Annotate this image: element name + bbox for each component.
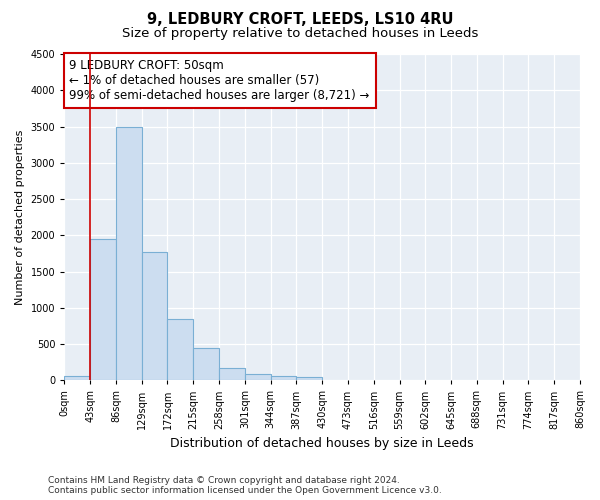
- Text: 9 LEDBURY CROFT: 50sqm
← 1% of detached houses are smaller (57)
99% of semi-deta: 9 LEDBURY CROFT: 50sqm ← 1% of detached …: [70, 59, 370, 102]
- Bar: [193, 348, 219, 380]
- Bar: [219, 368, 245, 380]
- Bar: [296, 376, 322, 380]
- Bar: [142, 252, 167, 380]
- Bar: [116, 126, 142, 380]
- Bar: [245, 374, 271, 380]
- Text: 9, LEDBURY CROFT, LEEDS, LS10 4RU: 9, LEDBURY CROFT, LEEDS, LS10 4RU: [147, 12, 453, 28]
- Text: Contains HM Land Registry data © Crown copyright and database right 2024.
Contai: Contains HM Land Registry data © Crown c…: [48, 476, 442, 495]
- Bar: [271, 376, 296, 380]
- X-axis label: Distribution of detached houses by size in Leeds: Distribution of detached houses by size …: [170, 437, 474, 450]
- Bar: [90, 239, 116, 380]
- Text: Size of property relative to detached houses in Leeds: Size of property relative to detached ho…: [122, 28, 478, 40]
- Bar: [64, 376, 90, 380]
- Bar: [167, 318, 193, 380]
- Y-axis label: Number of detached properties: Number of detached properties: [15, 130, 25, 305]
